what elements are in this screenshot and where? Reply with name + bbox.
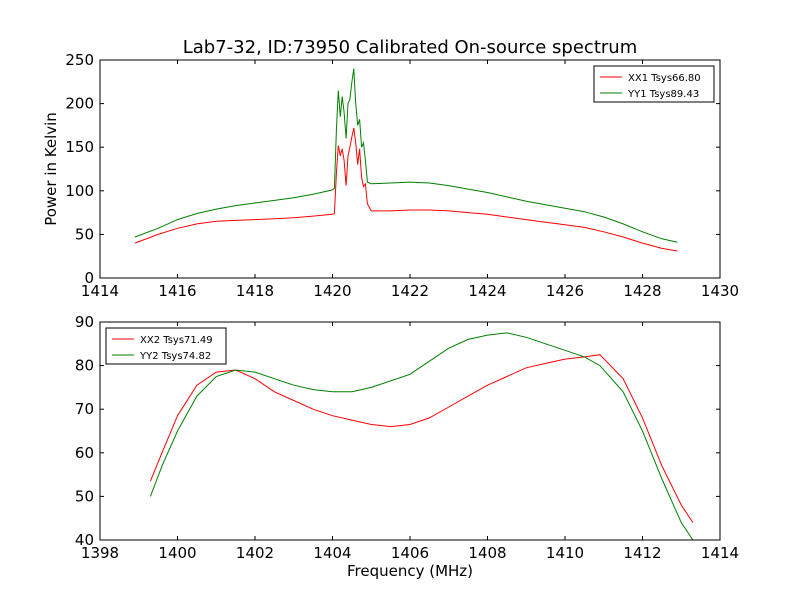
chart-panel-1: 1414 1416 1418 1420 1422 1424 1426 1428 1430 0 50 1… [42,51,739,300]
series-line-1-2 [134,68,678,243]
y-tick-label: 50 [75,487,94,505]
y-tick-label: 60 [75,444,94,462]
y-tick-label: 40 [75,531,94,549]
legend-entry: XX2 Tsys71.49 [140,335,213,346]
x-axis-label: Frequency (MHz) [347,562,473,580]
y-tick-label: 200 [65,95,94,113]
series-line-2-2 [149,332,694,540]
x-tick-label: 1400 [158,544,196,562]
figure-title: Lab7-32, ID:73950 Calibrated On-source s… [183,37,637,58]
y-tick-label: 150 [65,138,94,156]
y-tick-label: 0 [84,269,94,287]
legend-2: XX2 Tsys71.49 YY2 Tsys74.82 [105,327,227,365]
legend-1: XX1 Tsys66.80 YY1 Tsys89.43 [593,65,715,103]
y-axis-label: Power in Kelvin [42,112,60,226]
x-tick-label: 1404 [313,544,351,562]
x-tick-label: 1430 [701,282,739,300]
x-tick-label: 1398 [81,544,119,562]
x-tick-label: 1420 [313,282,351,300]
x-tick-label: 1422 [391,282,429,300]
x-tick-label: 1402 [236,544,274,562]
y-tick-label: 50 [75,225,94,243]
series-line-1-1 [134,127,678,252]
legend-entry: XX1 Tsys66.80 [628,73,701,84]
legend-entry: YY2 Tsys74.82 [139,351,211,362]
x-tick-label: 1408 [468,544,506,562]
legend-entry: YY1 Tsys89.43 [627,89,699,100]
series-line-2-1 [149,354,694,523]
x-tick-label: 1414 [701,544,739,562]
x-tick-label: 1424 [468,282,506,300]
x-tick-label: 1406 [391,544,429,562]
legend-box [105,327,227,365]
x-tick-label: 1426 [546,282,584,300]
y-tick-label: 250 [65,51,94,69]
x-tick-label: 1418 [236,282,274,300]
y-tick-label: 90 [75,313,94,331]
legend-box [593,65,715,103]
chart-panel-2: 1398 1400 1402 1404 1406 1408 1410 1412 1414 40 50… [75,313,739,580]
y-tick-label: 100 [65,182,94,200]
x-tick-label: 1410 [546,544,584,562]
x-tick-label: 1414 [81,282,119,300]
x-tick-label: 1412 [623,544,661,562]
y-tick-label: 70 [75,400,94,418]
x-tick-label: 1416 [158,282,196,300]
y-tick-label: 80 [75,357,94,375]
x-tick-label: 1428 [623,282,661,300]
